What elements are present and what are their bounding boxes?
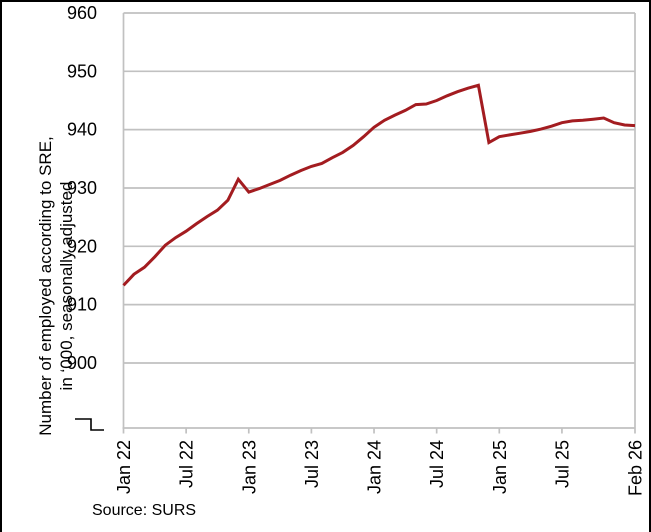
y-tick-label: 920	[67, 236, 97, 256]
y-tick-label: 910	[67, 295, 97, 315]
x-tick-label: Jul 22	[177, 440, 197, 488]
x-tick-label: Jul 23	[302, 440, 322, 488]
x-tick-label: Feb 26	[626, 440, 646, 496]
x-tick-label: Jan 25	[490, 440, 510, 494]
y-tick-label: 940	[67, 120, 97, 140]
y-axis-title-line1: Number of employed according to SRE,	[36, 136, 55, 436]
x-tick-label: Jan 23	[239, 440, 259, 494]
y-axis-title-line2: in ‘000, seasonally adjusted	[57, 181, 76, 391]
axis-break-icon	[75, 418, 104, 431]
x-tick-label: Jul 24	[427, 440, 447, 488]
y-tick-label: 960	[67, 3, 97, 23]
y-tick-label: 950	[67, 61, 97, 81]
x-tick-label: Jul 25	[552, 440, 572, 488]
x-tick-label: Jan 24	[365, 440, 385, 494]
x-tick-label: Jan 22	[114, 440, 134, 494]
y-axis-title: Number of employed according to SRE, in …	[35, 136, 77, 436]
data-line	[122, 83, 636, 287]
y-tick-label: 930	[67, 178, 97, 198]
source-note: Source: SURS	[92, 502, 197, 519]
y-tick-label: 900	[67, 353, 97, 373]
